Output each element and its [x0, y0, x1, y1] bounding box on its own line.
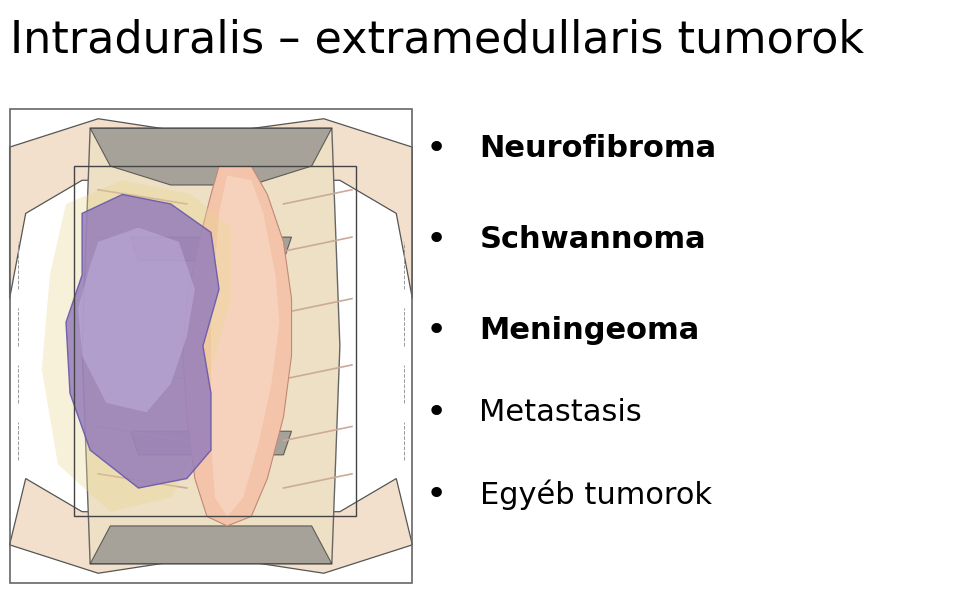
Polygon shape: [211, 175, 279, 517]
Text: Meningeoma: Meningeoma: [480, 316, 700, 345]
Polygon shape: [90, 526, 332, 564]
Polygon shape: [78, 228, 195, 412]
FancyBboxPatch shape: [10, 109, 412, 583]
Polygon shape: [66, 194, 219, 488]
Text: Egyéb tumorok: Egyéb tumorok: [480, 480, 712, 510]
Text: •: •: [426, 396, 447, 430]
Text: •: •: [426, 132, 447, 166]
Polygon shape: [42, 180, 231, 512]
Polygon shape: [130, 237, 292, 261]
Text: •: •: [426, 223, 447, 257]
Text: •: •: [426, 478, 447, 512]
Text: Schwannoma: Schwannoma: [480, 225, 706, 254]
Text: •: •: [426, 314, 447, 348]
Polygon shape: [90, 128, 332, 185]
Polygon shape: [130, 431, 292, 455]
Polygon shape: [219, 119, 412, 299]
Polygon shape: [219, 478, 412, 573]
Polygon shape: [10, 478, 203, 573]
Text: Neurofibroma: Neurofibroma: [480, 134, 716, 163]
Text: Metastasis: Metastasis: [480, 398, 643, 427]
Polygon shape: [183, 166, 292, 526]
Polygon shape: [82, 128, 339, 564]
Polygon shape: [10, 119, 203, 299]
Text: Intraduralis – extramedullaris tumorok: Intraduralis – extramedullaris tumorok: [10, 18, 864, 61]
